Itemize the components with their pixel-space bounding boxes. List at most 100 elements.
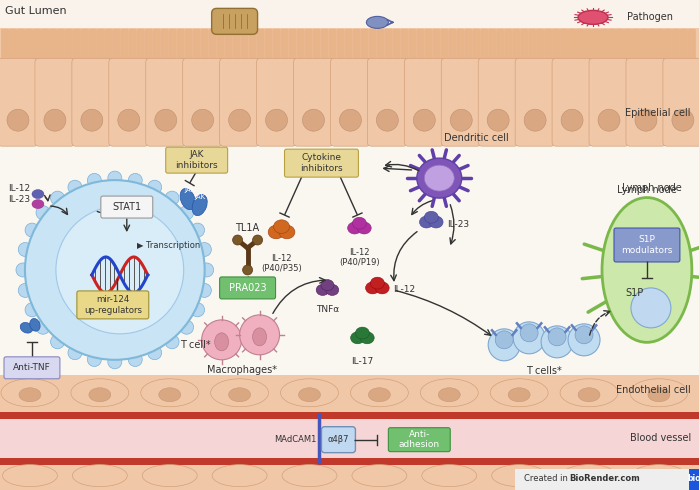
FancyBboxPatch shape <box>4 357 60 379</box>
Circle shape <box>148 346 162 360</box>
Ellipse shape <box>351 379 408 407</box>
Bar <box>689 468 699 490</box>
Circle shape <box>36 206 50 220</box>
Text: JAK
inhibitors: JAK inhibitors <box>176 150 218 170</box>
Ellipse shape <box>416 158 462 198</box>
Text: bio: bio <box>687 474 700 483</box>
Circle shape <box>561 109 583 131</box>
FancyBboxPatch shape <box>663 58 700 146</box>
Ellipse shape <box>274 220 290 233</box>
Ellipse shape <box>20 322 33 333</box>
Text: mir-124
up-regulators: mir-124 up-regulators <box>84 295 142 315</box>
Circle shape <box>56 206 183 334</box>
FancyBboxPatch shape <box>360 29 368 64</box>
Circle shape <box>495 331 513 349</box>
Ellipse shape <box>282 465 337 487</box>
FancyBboxPatch shape <box>552 58 592 146</box>
Circle shape <box>68 180 82 194</box>
FancyBboxPatch shape <box>584 29 592 64</box>
FancyBboxPatch shape <box>440 29 448 64</box>
FancyBboxPatch shape <box>464 29 473 64</box>
FancyBboxPatch shape <box>1 29 9 64</box>
FancyBboxPatch shape <box>626 58 666 146</box>
FancyBboxPatch shape <box>640 29 648 64</box>
Circle shape <box>302 109 325 131</box>
FancyBboxPatch shape <box>248 29 257 64</box>
Text: IL-23: IL-23 <box>447 220 470 228</box>
FancyBboxPatch shape <box>344 29 352 64</box>
Circle shape <box>128 352 142 367</box>
FancyBboxPatch shape <box>169 29 176 64</box>
Text: STAT1: STAT1 <box>112 202 141 212</box>
Circle shape <box>25 180 204 360</box>
FancyBboxPatch shape <box>146 58 186 146</box>
Bar <box>0 412 699 419</box>
Ellipse shape <box>159 388 181 402</box>
Text: PRA023: PRA023 <box>229 283 267 293</box>
FancyBboxPatch shape <box>608 29 616 64</box>
Ellipse shape <box>420 379 478 407</box>
Ellipse shape <box>72 465 127 487</box>
FancyBboxPatch shape <box>568 29 576 64</box>
Circle shape <box>265 109 288 131</box>
FancyBboxPatch shape <box>488 29 496 64</box>
Circle shape <box>18 243 32 256</box>
FancyBboxPatch shape <box>400 29 408 64</box>
Text: IL-12
IL-23: IL-12 IL-23 <box>8 184 30 204</box>
Text: IL-12
(P40/P19): IL-12 (P40/P19) <box>339 248 379 268</box>
Text: TNFα: TNFα <box>316 305 339 314</box>
Text: T cell*: T cell* <box>180 340 210 350</box>
Text: IL-12
(P40/P35): IL-12 (P40/P35) <box>261 254 302 273</box>
Bar <box>0 375 699 416</box>
Circle shape <box>520 324 538 342</box>
FancyBboxPatch shape <box>496 29 504 64</box>
Ellipse shape <box>19 388 41 402</box>
Ellipse shape <box>192 195 207 216</box>
Bar <box>0 419 699 461</box>
Circle shape <box>239 315 279 355</box>
Ellipse shape <box>602 197 692 343</box>
FancyBboxPatch shape <box>433 29 440 64</box>
Circle shape <box>81 109 103 131</box>
FancyBboxPatch shape <box>328 29 337 64</box>
FancyBboxPatch shape <box>97 29 105 64</box>
FancyBboxPatch shape <box>389 428 450 452</box>
FancyBboxPatch shape <box>536 29 544 64</box>
Ellipse shape <box>424 165 454 191</box>
Ellipse shape <box>321 280 334 291</box>
Ellipse shape <box>438 388 460 402</box>
Ellipse shape <box>366 16 389 28</box>
Ellipse shape <box>560 379 618 407</box>
FancyBboxPatch shape <box>17 29 25 64</box>
FancyBboxPatch shape <box>81 29 89 64</box>
FancyBboxPatch shape <box>304 29 312 64</box>
Text: α4β7: α4β7 <box>328 435 349 444</box>
Ellipse shape <box>3 465 57 487</box>
FancyBboxPatch shape <box>216 29 225 64</box>
Ellipse shape <box>578 388 600 402</box>
Text: Anti-
adhesion: Anti- adhesion <box>399 430 440 449</box>
Ellipse shape <box>326 284 339 295</box>
Circle shape <box>165 335 179 349</box>
FancyBboxPatch shape <box>515 58 555 146</box>
Circle shape <box>25 223 39 237</box>
Circle shape <box>192 109 214 131</box>
FancyBboxPatch shape <box>185 29 193 64</box>
FancyBboxPatch shape <box>321 427 356 453</box>
Ellipse shape <box>357 222 371 234</box>
FancyBboxPatch shape <box>416 29 424 64</box>
Ellipse shape <box>648 388 670 402</box>
FancyBboxPatch shape <box>656 29 664 64</box>
FancyBboxPatch shape <box>145 29 153 64</box>
Circle shape <box>180 206 194 220</box>
FancyBboxPatch shape <box>121 29 129 64</box>
Circle shape <box>635 109 657 131</box>
Ellipse shape <box>375 282 389 294</box>
Text: Epithelial cell: Epithelial cell <box>625 108 691 118</box>
Ellipse shape <box>578 10 608 24</box>
Ellipse shape <box>32 199 44 209</box>
Ellipse shape <box>316 284 329 295</box>
Text: Macrophages*: Macrophages* <box>206 365 276 375</box>
FancyBboxPatch shape <box>680 29 688 64</box>
FancyBboxPatch shape <box>220 58 260 146</box>
